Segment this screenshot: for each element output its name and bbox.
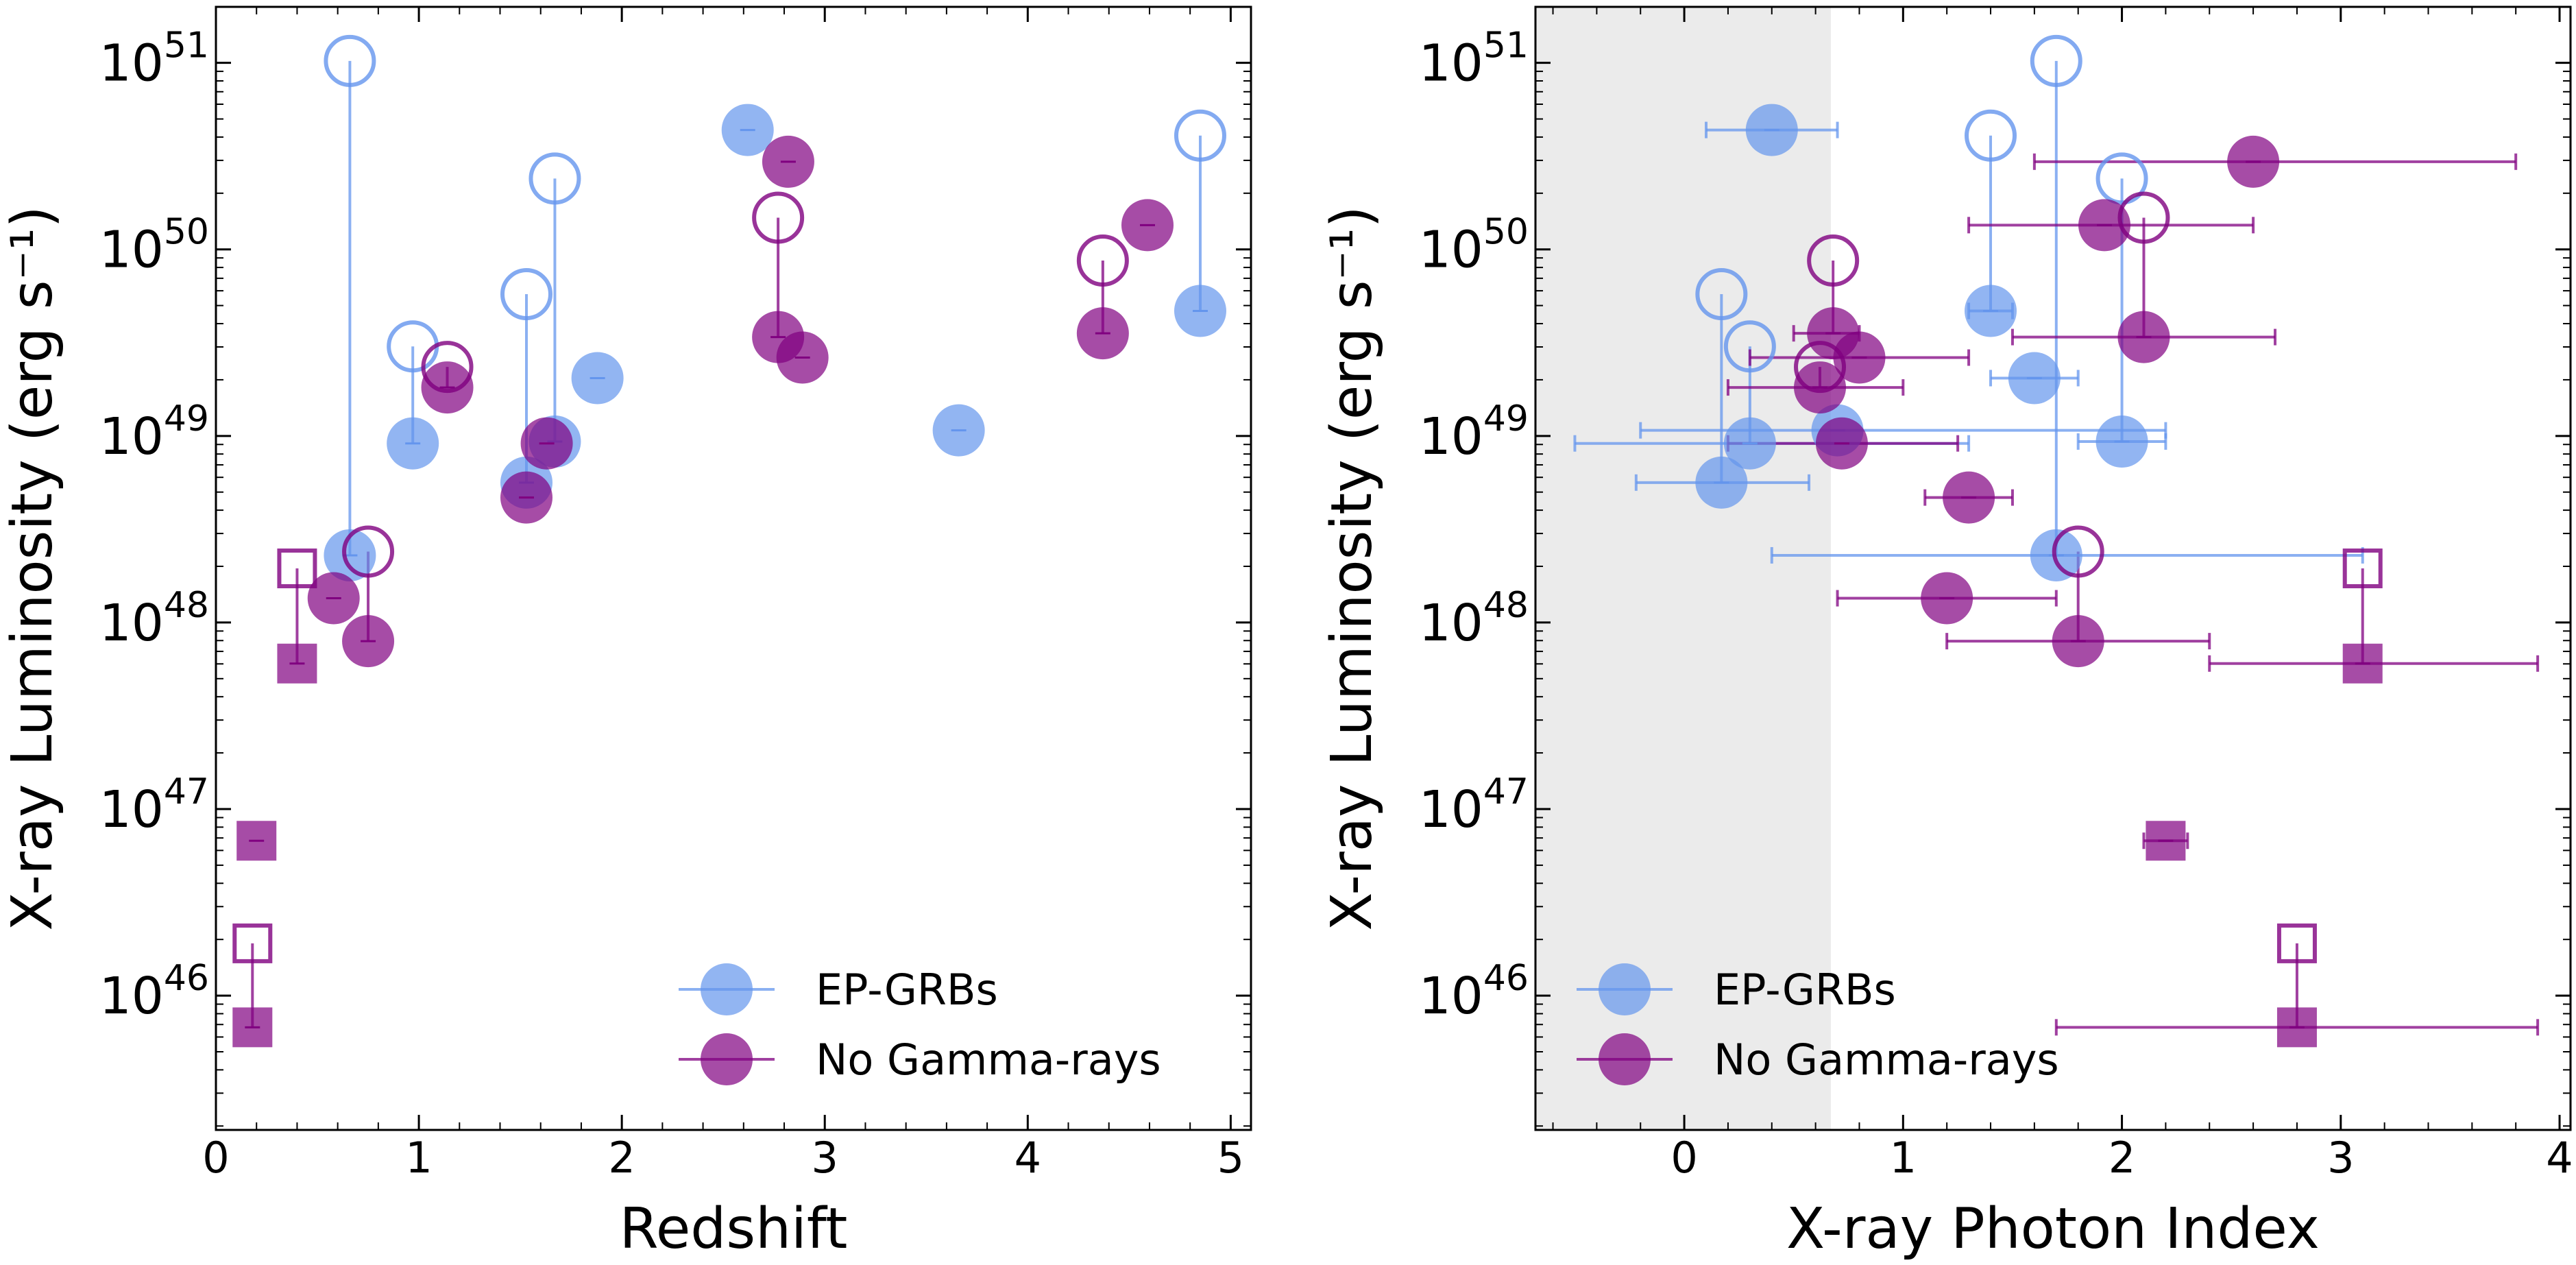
y-axis-label: X-ray Luminosity (erg s⁻¹) [1320, 206, 1385, 930]
data-point-open [1076, 234, 1129, 287]
x-tick-label: 1 [1890, 1133, 1917, 1183]
data-point-open [342, 525, 395, 578]
data-point-square-open [277, 549, 317, 588]
y-tick-exponent: 49 [1483, 398, 1529, 439]
y-tick-exponent: 50 [164, 212, 209, 253]
x-axis-label: X-ray Photon Index [1786, 1196, 2320, 1262]
y-tick-exponent: 48 [164, 585, 209, 626]
y-tick-label: 1046 [1419, 958, 1529, 1026]
y-tick-exponent: 49 [164, 398, 209, 439]
y-tick-label: 1050 [1419, 212, 1529, 280]
legend-label: EP-GRBs [1714, 965, 1896, 1015]
x-tick-label: 3 [2327, 1133, 2354, 1183]
x-tick-label: 1 [405, 1133, 432, 1183]
data-point-open [1723, 320, 1776, 373]
y-tick-exponent: 47 [164, 771, 209, 812]
y-tick-exponent: 51 [1483, 25, 1529, 67]
y-tick-exponent: 51 [164, 25, 209, 67]
x-tick-label: 4 [2546, 1133, 2573, 1183]
x-tick-label: 2 [608, 1133, 635, 1183]
y-tick-exponent: 48 [1483, 585, 1529, 626]
data-point-open [752, 191, 805, 244]
x-tick-label: 0 [1670, 1133, 1697, 1183]
y-tick-label: 1046 [99, 958, 209, 1026]
y-tick-label: 1047 [99, 771, 209, 839]
data-point-open [1174, 109, 1226, 162]
axes-frame [1534, 5, 2572, 1131]
legend-label: No Gamma-rays [1714, 1035, 2059, 1085]
data-point-open [2030, 34, 2082, 87]
shaded-region [1535, 7, 1831, 1130]
y-tick-base: 10 [99, 34, 164, 93]
legend-marker [1599, 1033, 1651, 1085]
data-point-open [1794, 341, 1847, 394]
y-tick-base: 10 [1419, 407, 1483, 466]
y-tick-base: 10 [1419, 780, 1483, 839]
data-point-open [2052, 525, 2104, 578]
data-point-open [1965, 109, 2017, 162]
legend-label: No Gamma-rays [816, 1035, 1161, 1085]
y-tick-base: 10 [99, 221, 164, 280]
data-point-open [2095, 152, 2148, 205]
data-point-open [500, 268, 552, 321]
x-axis-label: Redshift [620, 1196, 848, 1262]
data-point-open [421, 341, 474, 394]
chart-panel-left: 0 1 2 3 4 5104610471048104910501051RedshiftX-… [0, 5, 1252, 1262]
data-point-open [1695, 268, 1748, 321]
legend-marker [1599, 963, 1651, 1015]
data-point-open [1807, 234, 1860, 287]
y-tick-base: 10 [1419, 967, 1483, 1026]
y-tick-label: 1049 [1419, 398, 1529, 466]
data-point-open [324, 34, 376, 87]
y-tick-base: 10 [1419, 34, 1483, 93]
data-point-open [528, 152, 581, 205]
y-tick-base: 10 [99, 780, 164, 839]
x-tick-label: 0 [202, 1133, 229, 1183]
y-tick-exponent: 46 [1483, 958, 1529, 999]
y-tick-label: 1048 [1419, 585, 1529, 653]
x-tick-label: 3 [812, 1133, 838, 1183]
legend-marker [701, 963, 753, 1015]
y-tick-base: 10 [99, 407, 164, 466]
y-tick-label: 1051 [1419, 25, 1529, 93]
y-tick-exponent: 47 [1483, 771, 1529, 812]
y-tick-exponent: 50 [1483, 212, 1529, 253]
y-tick-label: 1049 [99, 398, 209, 466]
legend-marker [701, 1033, 753, 1085]
data-point-square-open [2342, 549, 2383, 588]
y-tick-base: 10 [1419, 221, 1483, 280]
data-point-open [2117, 191, 2170, 244]
legend: EP-GRBs No Gamma-rays [679, 963, 1161, 1085]
x-tick-label: 2 [2109, 1133, 2135, 1183]
y-tick-label: 1051 [99, 25, 209, 93]
x-tick-label: 5 [1217, 1133, 1244, 1183]
y-tick-label: 1050 [99, 212, 209, 280]
x-tick-label: 4 [1014, 1133, 1041, 1183]
y-tick-base: 10 [99, 967, 164, 1026]
data-point-square-open [232, 923, 273, 963]
axes-frame [215, 5, 1252, 1131]
y-tick-label: 1048 [99, 585, 209, 653]
legend: EP-GRBs No Gamma-rays [1577, 963, 2059, 1085]
y-axis-label: X-ray Luminosity (erg s⁻¹) [0, 206, 65, 930]
y-tick-base: 10 [99, 594, 164, 653]
legend-label: EP-GRBs [816, 965, 998, 1015]
y-tick-base: 10 [1419, 594, 1483, 653]
y-tick-exponent: 46 [164, 958, 209, 999]
y-tick-label: 1047 [1419, 771, 1529, 839]
data-point-square-open [2276, 923, 2317, 963]
